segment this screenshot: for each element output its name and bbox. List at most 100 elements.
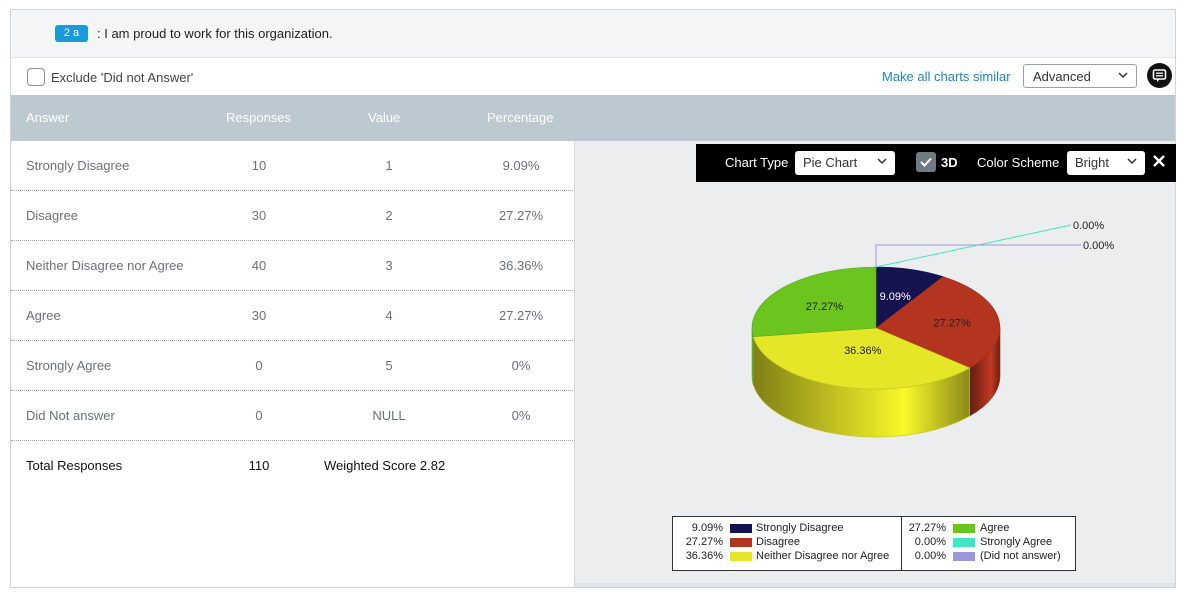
options-row: Exclude 'Did not Answer' Make all charts… [11, 59, 1175, 95]
percentage-cell: 0% [511, 408, 531, 423]
chart-panel: Chart Type Pie Chart 3D Color Scheme Bri… [574, 141, 1176, 587]
table-row: Strongly Agree 0 5 0% [11, 341, 573, 391]
chevron-down-icon [877, 156, 887, 169]
leader-line [875, 244, 1081, 267]
make-all-charts-similar-link[interactable]: Make all charts similar [882, 69, 1011, 84]
table-row: Disagree 30 2 27.27% [11, 191, 573, 241]
percentage-cell: 9.09% [502, 158, 540, 173]
legend-swatch [953, 524, 975, 533]
color-scheme-select[interactable]: Bright [1067, 151, 1145, 175]
answer-cell: Strongly Agree [26, 358, 112, 373]
total-row: Total Responses 110 Weighted Score 2.82 [11, 441, 573, 491]
chevron-down-icon [1118, 70, 1128, 83]
color-scheme-value: Bright [1075, 155, 1109, 170]
table-header: Answer Responses Value Percentage [11, 95, 1175, 141]
legend-percentage: 9.09% [691, 522, 723, 534]
legend-label: Neither Disagree nor Agree [756, 550, 890, 562]
exclude-label[interactable]: Exclude 'Did not Answer' [51, 70, 194, 85]
header-responses: Responses [226, 110, 292, 125]
comment-icon [1152, 69, 1167, 82]
chart-type-select[interactable]: Pie Chart [795, 151, 895, 175]
value-cell: NULL [372, 408, 406, 423]
color-scheme-label: Color Scheme [977, 155, 1060, 170]
header-percentage: Percentage [487, 110, 554, 125]
exclude-checkbox[interactable] [27, 68, 45, 86]
legend-item: 27.27% Agree [902, 521, 1077, 535]
percentage-cell: 27.27% [498, 208, 544, 223]
legend-label: Disagree [756, 536, 801, 548]
value-cell: 3 [385, 258, 393, 273]
legend-item: 27.27% Disagree [673, 535, 848, 549]
legend-label: Strongly Disagree [756, 522, 844, 534]
header-value: Value [368, 110, 401, 125]
slice-data-label: 27.27% [933, 318, 971, 330]
question-header: 2 a : I am proud to work for this organi… [11, 10, 1175, 58]
total-count: 110 [248, 458, 270, 473]
slice-data-label: 9.09% [880, 291, 911, 303]
table-row: Agree 30 4 27.27% [11, 291, 573, 341]
answer-cell: Neither Disagree nor Agree [26, 258, 184, 273]
responses-cell: 0 [255, 358, 263, 373]
slice-data-label: 36.36% [844, 345, 882, 357]
legend-percentage: 27.27% [685, 536, 723, 548]
percentage-cell: 27.27% [498, 308, 544, 323]
legend-item: 0.00% Strongly Agree [902, 535, 1077, 549]
pie-chart: 9.09% 27.27% 36.36% 27.27% 0.00% 0.00% [751, 220, 1114, 438]
chart-type-label: Chart Type [725, 155, 789, 170]
pie-slice-2 [752, 327, 971, 390]
legend-label: (Did not answer) [980, 550, 1061, 562]
percentage-cell: 0% [511, 358, 531, 373]
legend-swatch [730, 524, 752, 533]
chevron-down-icon [1127, 156, 1137, 169]
display-mode-select[interactable]: Advanced [1023, 64, 1137, 88]
zero-slice-label: 0.00% [1073, 220, 1104, 232]
legend-label: Agree [980, 522, 1010, 534]
legend-label: Strongly Agree [980, 536, 1053, 548]
legend-swatch [730, 552, 752, 561]
chart-bottom-strip [575, 583, 1175, 587]
legend-item: 0.00% (Did not answer) [902, 549, 1077, 563]
responses-cell: 0 [255, 408, 263, 423]
responses-cell: 30 [251, 308, 267, 323]
display-mode-value: Advanced [1033, 69, 1091, 84]
chart-legend: 9.09% Strongly Disagree 27.27% Disagree 36.3… [672, 516, 1076, 571]
header-answer: Answer [26, 110, 70, 125]
answer-cell: Agree [26, 308, 61, 323]
three-d-checkbox[interactable] [916, 152, 936, 172]
legend-swatch [953, 538, 975, 547]
legend-percentage: 0.00% [914, 536, 946, 548]
legend-item: 36.36% Neither Disagree nor Agree [673, 549, 890, 563]
total-label: Total Responses [26, 458, 123, 473]
value-cell: 2 [385, 208, 393, 223]
legend-percentage: 0.00% [914, 550, 946, 562]
value-cell: 1 [385, 158, 393, 173]
percentage-cell: 36.36% [498, 258, 544, 273]
weighted-score: Weighted Score 2.82 [324, 458, 446, 473]
close-icon[interactable] [1152, 152, 1166, 173]
zero-slice-label: 0.00% [1083, 240, 1114, 252]
pie-slice-1 [875, 276, 1001, 369]
legend-swatch [730, 538, 752, 547]
legend-percentage: 36.36% [685, 550, 723, 562]
three-d-label: 3D [941, 155, 958, 170]
answer-cell: Did Not answer [26, 408, 115, 423]
legend-item: 9.09% Strongly Disagree [673, 521, 848, 535]
slice-data-label: 27.27% [806, 301, 844, 313]
legend-percentage: 27.27% [908, 522, 946, 534]
table-row: Strongly Disagree 10 1 9.09% [11, 141, 573, 191]
chart-type-value: Pie Chart [803, 155, 858, 170]
table-row: Neither Disagree nor Agree 40 3 36.36% [11, 241, 573, 291]
comment-button[interactable] [1147, 63, 1172, 88]
table-row: Did Not answer 0 NULL 0% [11, 391, 573, 441]
answer-cell: Disagree [26, 208, 79, 223]
question-number-badge: 2 a [55, 25, 88, 42]
question-text: : I am proud to work for this organizati… [97, 26, 333, 41]
value-cell: 5 [385, 358, 393, 373]
legend-swatch [953, 552, 975, 561]
responses-cell: 40 [251, 258, 267, 273]
responses-cell: 30 [251, 208, 267, 223]
answer-cell: Strongly Disagree [26, 158, 130, 173]
value-cell: 4 [385, 308, 393, 323]
legend-divider [901, 517, 902, 570]
responses-cell: 10 [251, 158, 267, 173]
